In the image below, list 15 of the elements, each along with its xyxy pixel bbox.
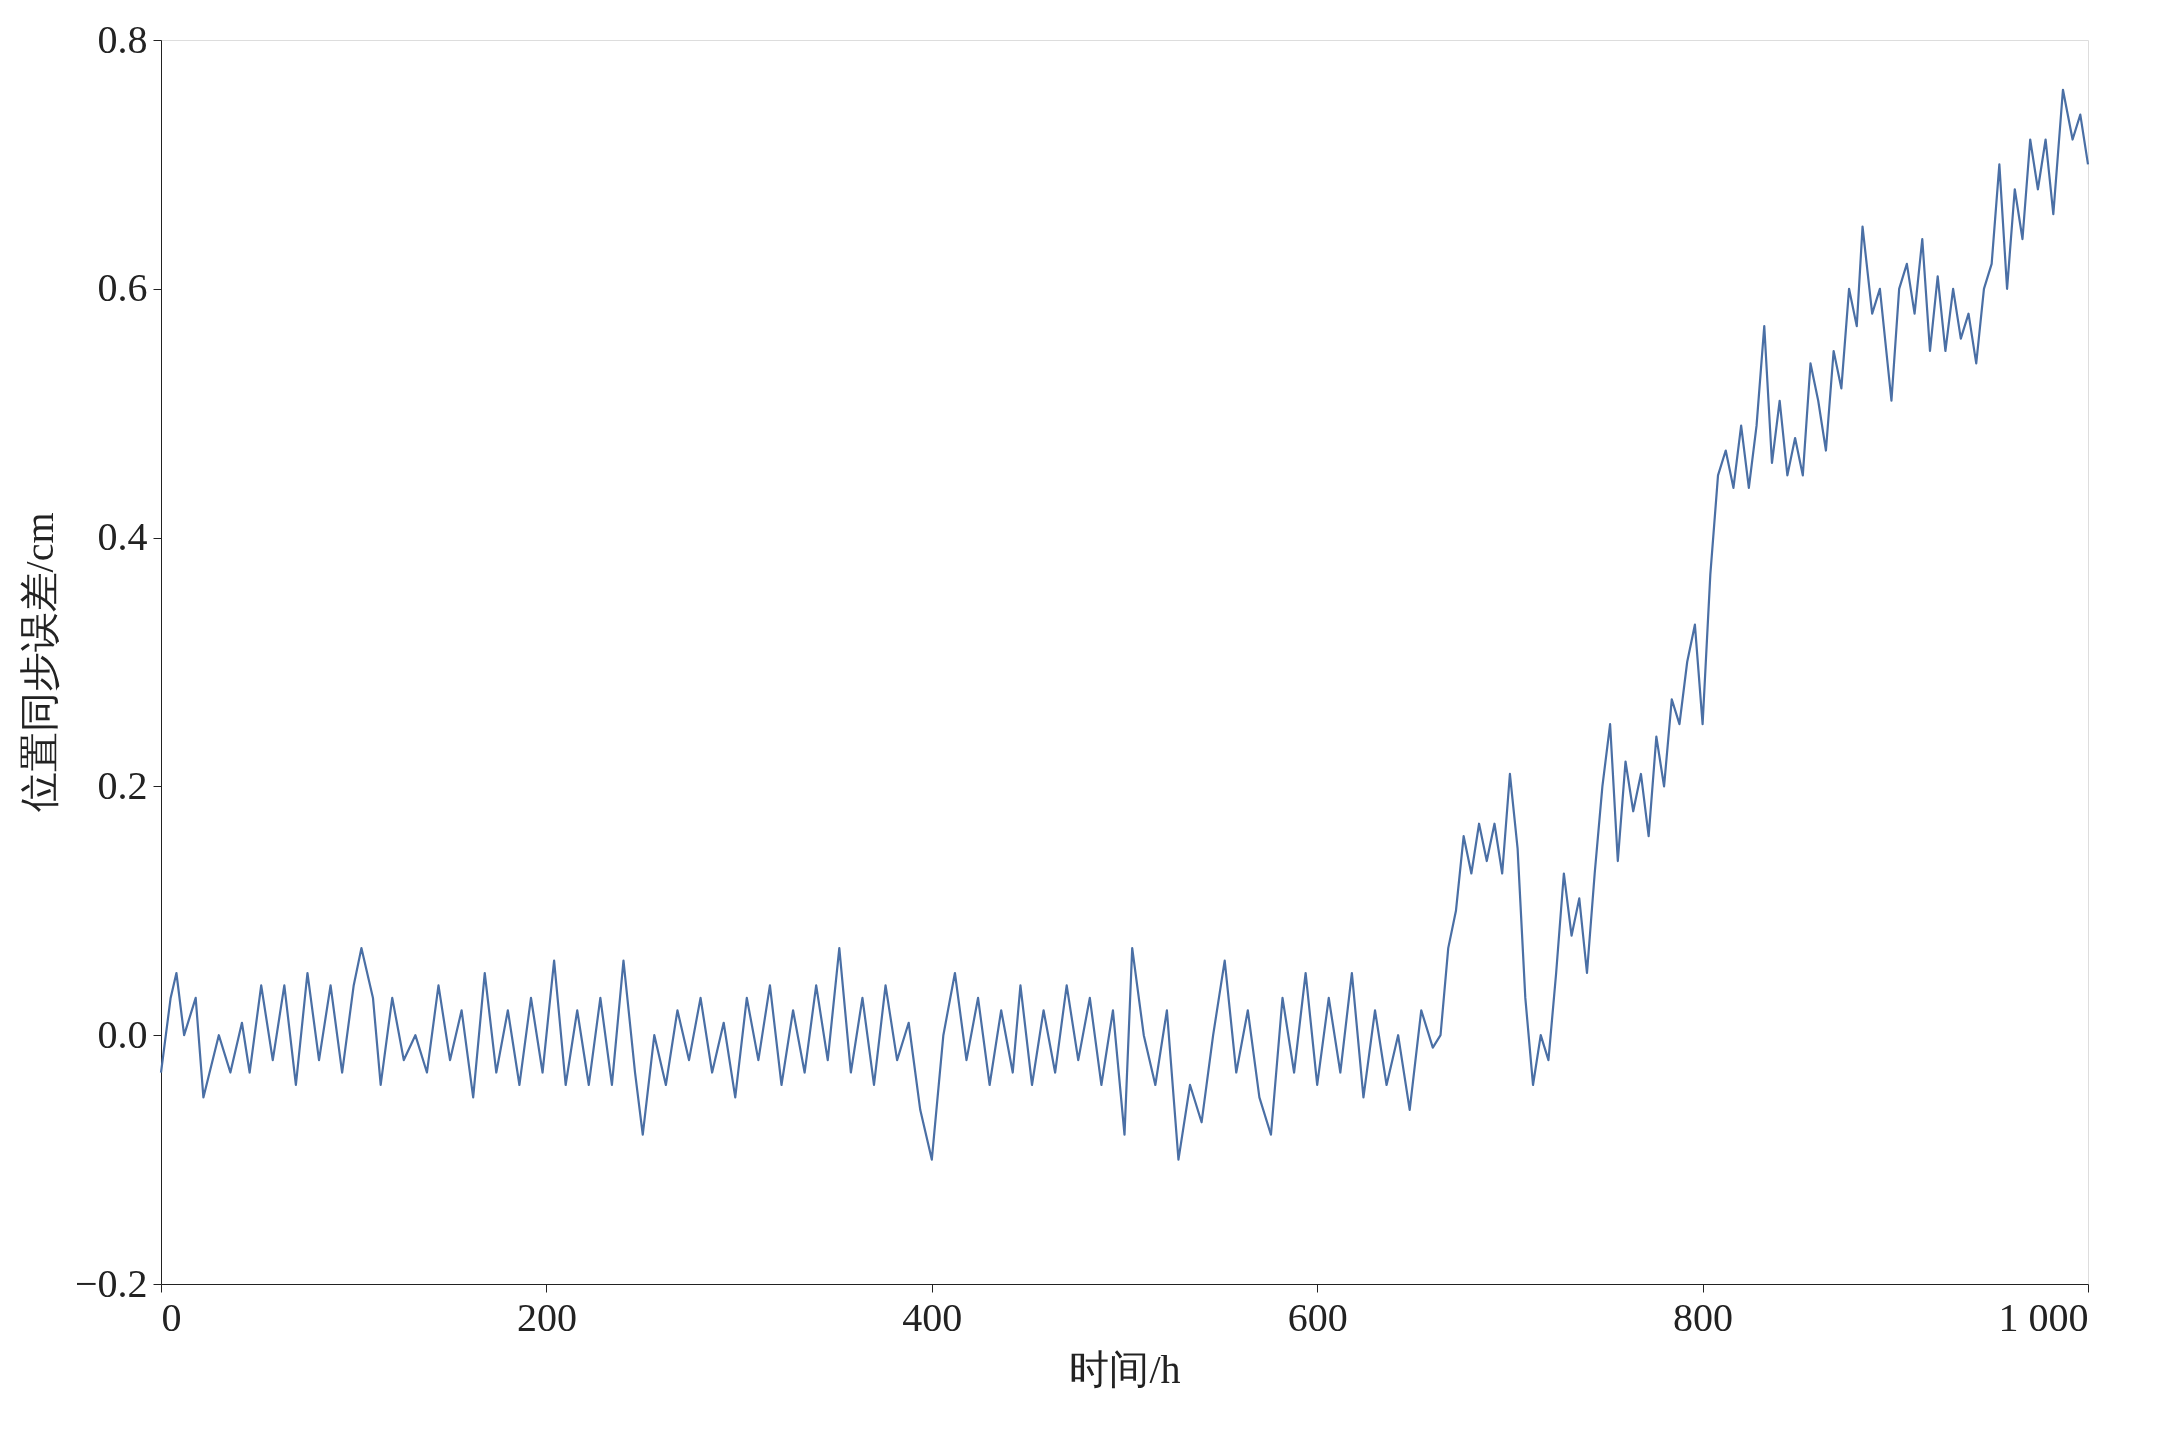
x-tick-label: 400 [902, 1294, 963, 1340]
x-tick-label: 800 [1673, 1294, 1734, 1340]
y-axis-title: 位置同步误差/cm [16, 512, 62, 813]
x-tick-label: 1 000 [1998, 1294, 2089, 1340]
x-tick-label: 600 [1287, 1294, 1348, 1340]
y-tick-label: 0.8 [97, 16, 148, 62]
x-axis-title: 时间/h [1069, 1346, 1181, 1392]
y-tick-label: 0.2 [97, 762, 148, 808]
y-tick-label: 0.4 [97, 514, 148, 560]
line-series [159, 88, 2090, 1161]
y-tick-label: 0.0 [97, 1011, 148, 1057]
x-tick-label: 0 [161, 1294, 182, 1340]
x-tick-label: 200 [516, 1294, 577, 1340]
y-tick-label: 0.6 [97, 265, 148, 311]
y-tick-label: −0.2 [74, 1260, 148, 1306]
